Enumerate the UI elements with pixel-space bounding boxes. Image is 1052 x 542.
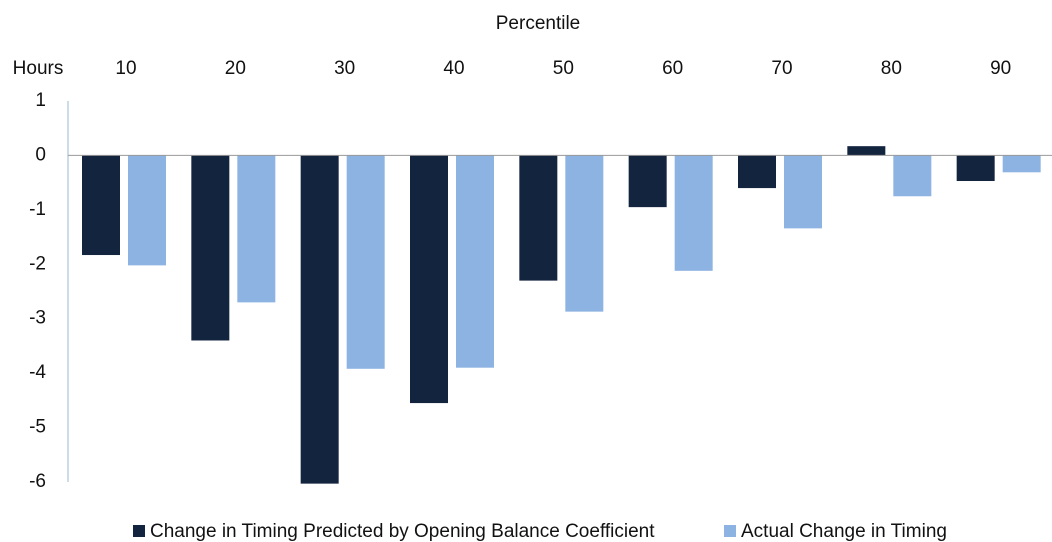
bar xyxy=(738,155,776,189)
y-axis-label: Hours xyxy=(13,58,64,79)
y-tick-label: -6 xyxy=(29,471,46,492)
bar xyxy=(410,155,448,404)
bar xyxy=(128,155,166,266)
x-tick-label: 10 xyxy=(115,58,136,79)
bar xyxy=(893,155,932,197)
bar xyxy=(565,155,604,312)
bar xyxy=(82,155,120,256)
legend-swatch xyxy=(724,525,736,537)
y-tick-label: 0 xyxy=(35,144,46,165)
bar xyxy=(237,155,276,303)
y-tick-label: -4 xyxy=(29,362,46,383)
bar xyxy=(674,155,713,271)
chart-title: Percentile xyxy=(496,13,581,34)
legend-label: Actual Change in Timing xyxy=(741,521,947,542)
bar xyxy=(300,155,339,484)
bar xyxy=(1002,155,1041,173)
x-tick-label: 90 xyxy=(990,58,1011,79)
x-tick-label: 70 xyxy=(771,58,792,79)
legend-swatch xyxy=(133,525,145,537)
x-tick-label: 80 xyxy=(881,58,902,79)
bar xyxy=(346,155,385,369)
x-tick-label: 20 xyxy=(225,58,246,79)
x-tick-label: 30 xyxy=(334,58,355,79)
x-tick-label: 50 xyxy=(553,58,574,79)
y-tick-label: -3 xyxy=(29,308,46,329)
y-tick-label: -2 xyxy=(29,253,46,274)
bar xyxy=(784,155,822,229)
bar xyxy=(456,155,494,368)
y-tick-label: -1 xyxy=(29,199,46,220)
bar xyxy=(628,155,667,208)
legend-label: Change in Timing Predicted by Opening Ba… xyxy=(150,521,655,542)
y-tick-label: -5 xyxy=(29,417,46,438)
y-tick-label: 1 xyxy=(35,90,46,111)
bar xyxy=(191,155,230,341)
x-tick-label: 60 xyxy=(662,58,683,79)
bar xyxy=(956,155,995,182)
bar xyxy=(847,146,886,156)
bar xyxy=(519,155,558,281)
x-tick-label: 40 xyxy=(443,58,464,79)
